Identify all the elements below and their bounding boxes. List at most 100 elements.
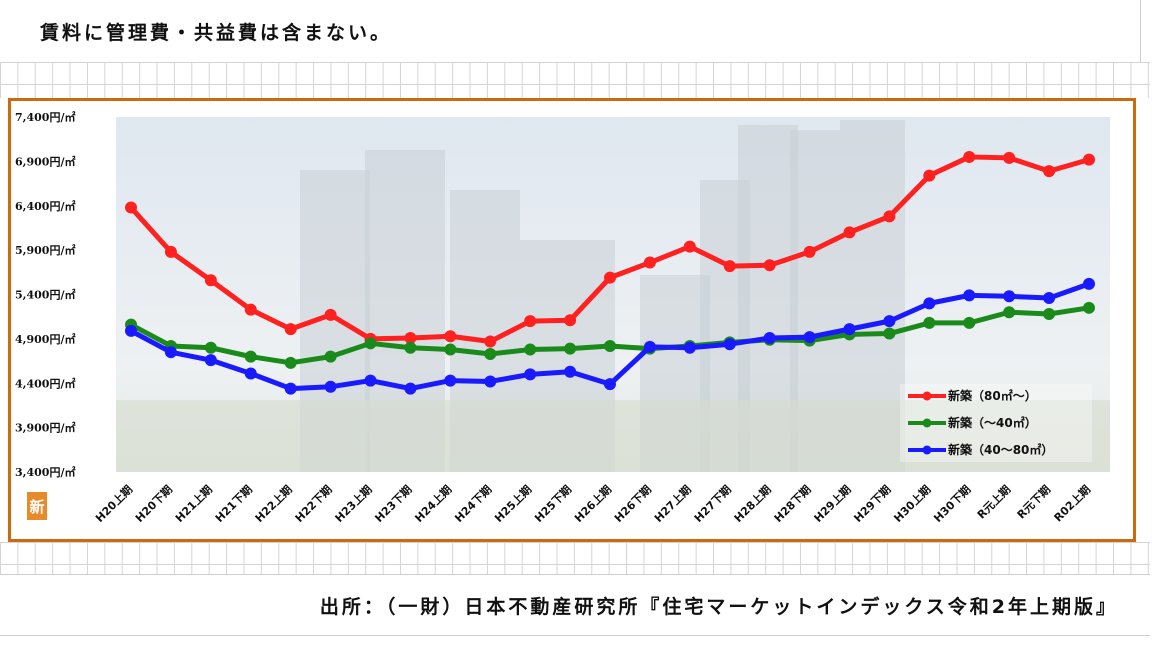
data-point [683,341,696,354]
x-tick-label: H24下期 [452,482,495,525]
data-point [244,350,257,363]
data-point [1043,292,1056,305]
note-text: 賃料に管理費・共益費は含まない。 [40,22,393,44]
data-point [484,335,497,348]
data-point [404,382,417,395]
x-tick-label: H28上期 [731,482,774,525]
y-tick-label: 6,900円/㎡ [15,154,75,168]
data-point [364,337,377,350]
data-point [244,303,257,316]
data-point [444,343,457,356]
data-point [1043,308,1056,321]
data-point [1083,153,1095,166]
source-row [0,574,1150,648]
x-tick-label: H27上期 [651,482,694,525]
data-point [1083,301,1095,314]
legend-label: 新築（40～80㎡） [948,442,1053,457]
data-point [963,150,976,163]
y-tick-label: 4,400円/㎡ [15,376,75,390]
data-point [643,256,656,269]
data-point [723,260,736,273]
data-point [683,240,696,253]
legend-label: 新築（～40㎡） [948,415,1037,430]
data-point [324,350,337,363]
y-tick-label: 6,400円/㎡ [15,199,75,213]
x-tick-label: R02上期 [1051,482,1093,524]
logo-badge-text: 新 [29,498,44,516]
data-point [564,365,577,378]
x-tick-label: H28下期 [771,482,814,525]
data-point [883,210,896,223]
data-point [404,331,417,344]
legend-label: 新築（80㎡～） [948,388,1037,403]
x-tick-label: H25下期 [531,482,574,525]
sheet-grid-top [0,62,1150,98]
data-point [923,297,936,310]
data-point [204,274,217,287]
x-tick-label: H20下期 [132,482,175,525]
data-point [883,315,896,328]
data-point [1083,277,1095,290]
y-tick-label: 7,400円/㎡ [15,110,75,124]
data-point [963,316,976,329]
x-tick-label: H21上期 [172,482,215,525]
data-point [723,338,736,351]
data-point [164,346,177,359]
x-tick-label: H25上期 [491,482,534,525]
data-point [284,382,297,395]
x-tick-label: H24上期 [412,482,455,525]
data-point [204,341,217,354]
data-point [564,314,577,327]
data-point [244,367,257,380]
x-tick-label: H29上期 [811,482,854,525]
source-text: 出所：（一財）日本不動産研究所『住宅マーケットインデックス令和2年上期版』 [319,596,1118,618]
logo-badge [27,492,47,520]
data-point [643,340,656,353]
data-point [1003,290,1016,303]
data-point [883,327,896,340]
data-point [204,354,217,367]
data-point [284,356,297,369]
x-tick-label: R元下期 [1014,482,1053,521]
x-tick-label: H22下期 [292,482,335,525]
data-point [1003,151,1016,164]
data-point [843,323,856,336]
x-tick-label: R元上期 [974,482,1013,521]
data-point [803,331,816,344]
legend-swatch-marker [922,418,932,428]
data-point [284,323,297,336]
data-point [364,374,377,387]
data-point [484,375,497,388]
data-point [324,308,337,321]
data-point [524,368,537,381]
x-tick-label: H30上期 [891,482,934,525]
x-tick-label: H22上期 [252,482,295,525]
y-tick-label: 4,900円/㎡ [15,332,75,346]
y-tick-label: 3,900円/㎡ [15,421,75,435]
data-point [404,341,417,354]
x-tick-label: H23下期 [372,482,415,525]
data-point [444,374,457,387]
data-point [484,347,497,360]
x-tick-label: H30下期 [931,482,974,525]
x-tick-label: H23上期 [332,482,375,525]
data-point [1043,165,1056,178]
y-tick-label: 5,400円/㎡ [15,288,75,302]
data-point [444,330,457,343]
x-tick-label: H21下期 [212,482,255,525]
y-tick-label: 3,400円/㎡ [15,465,75,479]
data-point [604,271,616,284]
data-point [324,380,337,393]
data-point [963,289,976,302]
x-tick-label: H27下期 [691,482,734,525]
data-point [604,339,616,352]
data-point [164,245,177,258]
x-tick-label: H29下期 [851,482,894,525]
legend-swatch-marker [922,445,932,455]
data-point [923,316,936,329]
legend-swatch-marker [922,391,932,401]
data-point [125,324,137,337]
data-point [923,169,936,182]
y-tick-label: 5,900円/㎡ [15,243,75,257]
